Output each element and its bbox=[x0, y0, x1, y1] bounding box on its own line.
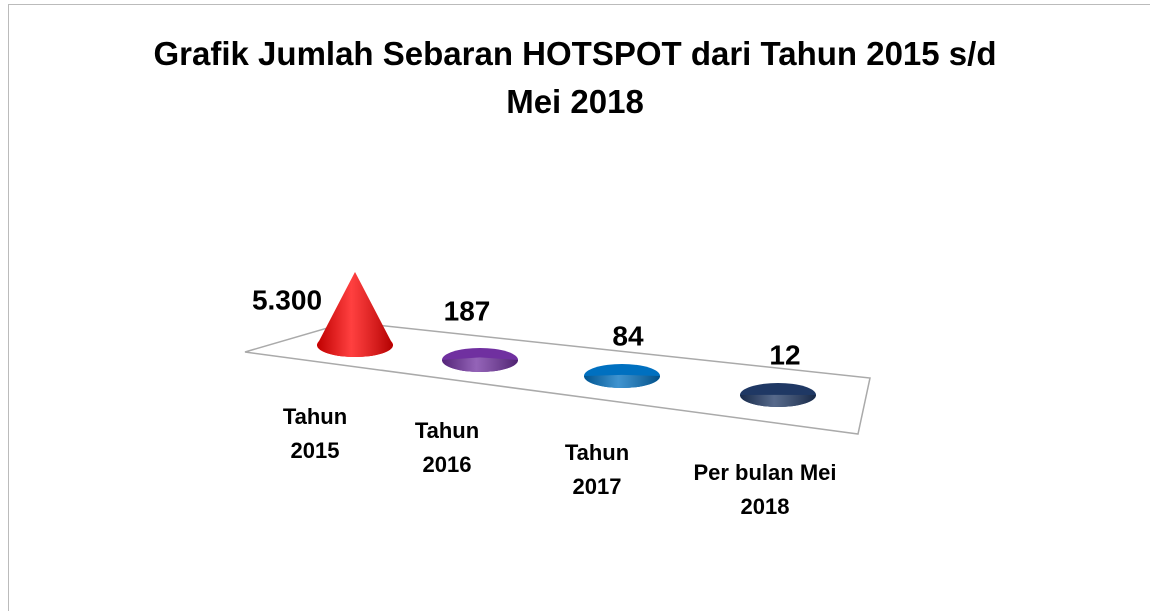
floor bbox=[244, 321, 871, 435]
cone-part bbox=[317, 272, 393, 357]
chart-title: Grafik Jumlah Sebaran HOTSPOT dari Tahun… bbox=[153, 35, 997, 120]
cone-part bbox=[442, 357, 518, 372]
cone bbox=[317, 272, 393, 357]
cone-part bbox=[584, 374, 660, 388]
chart-frame bbox=[8, 4, 1150, 611]
category-label: Tahun 2016 bbox=[414, 418, 480, 477]
value-label: 187 bbox=[444, 295, 491, 326]
cone bbox=[584, 364, 660, 388]
value-label: 5.300 bbox=[252, 284, 322, 315]
cone-part bbox=[740, 394, 816, 407]
category-label: Per bulan Mei 2018 bbox=[693, 460, 837, 519]
cone bbox=[442, 348, 518, 372]
category-label: Tahun 2015 bbox=[282, 404, 348, 463]
value-label: 12 bbox=[769, 339, 800, 370]
cone bbox=[740, 383, 816, 407]
value-label: 84 bbox=[612, 320, 644, 351]
category-label: Tahun 2017 bbox=[564, 440, 630, 499]
